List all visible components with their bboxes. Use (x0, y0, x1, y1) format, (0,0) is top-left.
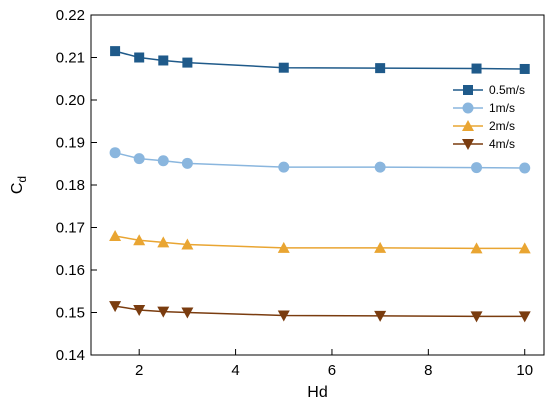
data-point (157, 236, 170, 248)
legend-label: 1m/s (489, 101, 515, 115)
series-line (114, 305, 525, 318)
y-tick-label: 0.15 (56, 305, 85, 322)
y-tick-label: 0.14 (56, 347, 85, 364)
y-tick-label: 0.16 (56, 262, 85, 279)
data-point (109, 301, 122, 313)
data-point (278, 161, 290, 173)
data-point (518, 311, 531, 323)
data-point (158, 55, 169, 66)
data-point (374, 241, 387, 253)
series-4m/s (109, 301, 531, 323)
series-2m/s (109, 230, 531, 254)
data-point (471, 162, 483, 174)
data-point (133, 304, 146, 316)
legend-marker (462, 102, 474, 114)
data-point (374, 310, 387, 322)
data-point (471, 63, 482, 74)
legend-item: 2m/s (453, 119, 515, 133)
data-point (133, 234, 146, 246)
data-point (182, 57, 193, 68)
x-tick-label: 10 (516, 362, 533, 379)
data-point (518, 242, 531, 254)
data-point (519, 162, 531, 174)
x-axis: 2 4 6 8 10 (135, 349, 533, 379)
y-axis-title-main: C (9, 183, 26, 195)
data-point (519, 63, 530, 74)
x-tick-label: 8 (424, 362, 432, 379)
y-tick-label: 0.21 (56, 50, 85, 67)
data-point (181, 238, 194, 250)
data-point (375, 63, 386, 74)
y-axis: 0.14 0.15 0.16 0.17 0.18 0.19 0.20 0.21 0.22 (56, 7, 97, 364)
x-tick-label: 2 (135, 362, 143, 379)
data-point (277, 310, 290, 322)
series-line (114, 235, 525, 250)
data-point (134, 52, 145, 63)
series-line (114, 151, 525, 169)
y-tick-label: 0.22 (56, 7, 85, 24)
series-line (114, 50, 525, 70)
data-point (470, 311, 483, 323)
legend: 0.5m/s 1m/s 2m/s 4m/s (453, 83, 525, 151)
legend-item: 1m/s (453, 101, 515, 115)
y-axis-title-subscript: d (15, 176, 29, 183)
data-point (277, 241, 290, 253)
y-tick-label: 0.18 (56, 177, 85, 194)
data-point (181, 307, 194, 319)
y-tick-label: 0.17 (56, 220, 85, 237)
y-tick-label: 0.20 (56, 92, 85, 109)
legend-item: 4m/s (453, 137, 515, 151)
x-axis-title: Hd (307, 384, 327, 401)
x-tick-label: 4 (231, 362, 239, 379)
data-point (181, 157, 193, 169)
data-point (374, 161, 386, 173)
legend-item: 0.5m/s (453, 83, 525, 97)
data-point (470, 242, 483, 254)
legend-marker (462, 120, 474, 131)
series-layer (109, 46, 531, 323)
series-0.5m/s (110, 46, 530, 74)
legend-label: 2m/s (489, 119, 515, 133)
x-tick-label: 6 (328, 362, 336, 379)
data-point (157, 155, 169, 167)
data-point (109, 230, 122, 241)
legend-marker (463, 85, 473, 95)
data-point (109, 147, 121, 159)
y-tick-label: 0.19 (56, 135, 85, 152)
legend-label: 4m/s (489, 137, 515, 151)
legend-marker (462, 139, 474, 150)
y-axis-title: Cd (9, 176, 29, 194)
data-point (157, 306, 170, 318)
series-1m/s (109, 147, 531, 174)
legend-label: 0.5m/s (489, 83, 525, 97)
data-point (278, 62, 289, 73)
data-point (133, 153, 145, 165)
data-point (110, 46, 121, 57)
